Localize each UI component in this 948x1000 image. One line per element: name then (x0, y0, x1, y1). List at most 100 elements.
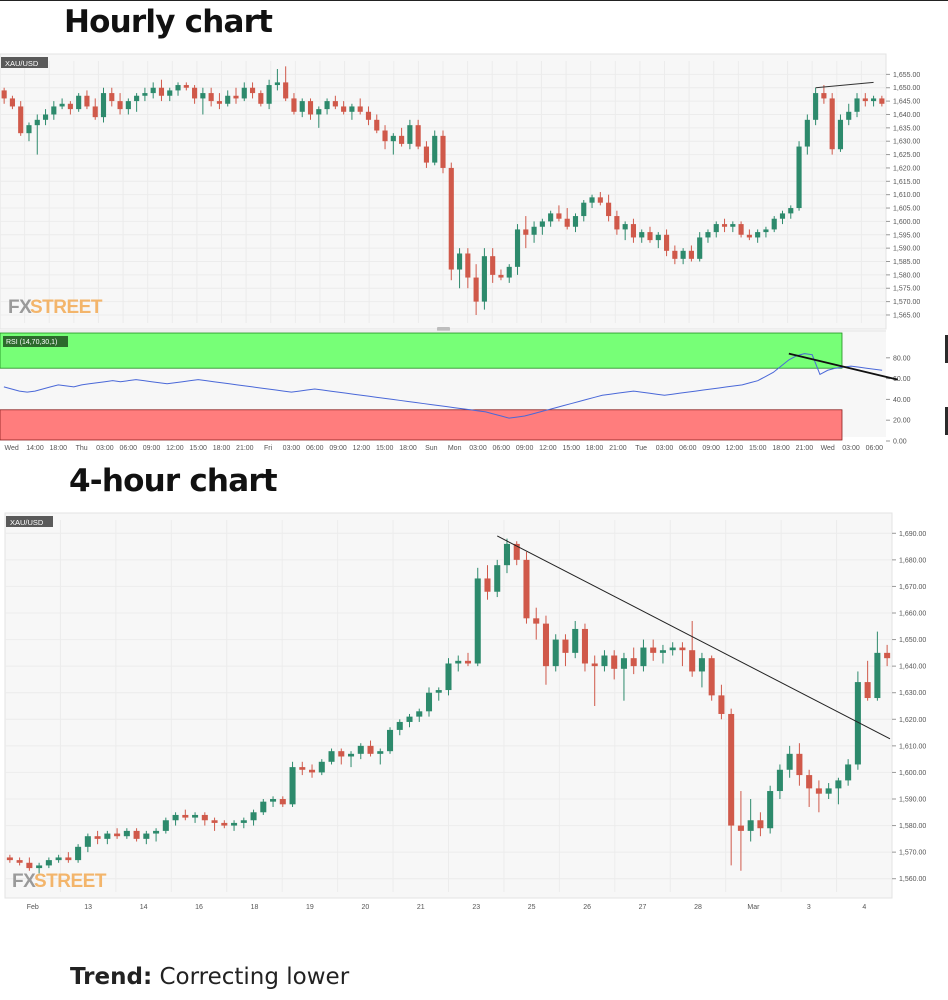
candle-up (84, 836, 91, 847)
x-tick-label: 23 (472, 904, 480, 911)
candle-down (490, 256, 496, 275)
candle-down (862, 98, 868, 102)
rsi-badge (3, 336, 68, 347)
x-tick-label: 06:00 (679, 445, 697, 452)
rsi-tick-label: 20.00 (893, 418, 911, 425)
x-tick-label: 03:00 (842, 445, 860, 452)
candle-up (845, 764, 852, 781)
candle-up (455, 660, 462, 664)
candle-up (104, 833, 111, 839)
candle-up (299, 101, 305, 112)
candle-down (806, 775, 813, 789)
candle-down (309, 769, 316, 773)
hourly-annotation-line (815, 81, 874, 89)
candle-down (183, 85, 189, 88)
y-tick-label: 1,625.00 (893, 152, 920, 159)
x-tick-label: 16 (195, 904, 203, 911)
candle-up (231, 822, 238, 826)
x-tick-label: 21:00 (609, 445, 627, 452)
candle-down (728, 713, 735, 826)
candle-down (117, 101, 123, 110)
candle-down (523, 229, 529, 235)
y-tick-label: 1,640.00 (893, 112, 920, 119)
candle-up (796, 146, 802, 209)
candle-down (216, 101, 222, 104)
x-tick-label: Wed (5, 445, 19, 452)
y-tick-label: 1,630.00 (899, 690, 926, 697)
candle-up (42, 114, 49, 120)
candle-up (659, 650, 666, 653)
four-hour-grid (5, 520, 892, 892)
four-hour-symbol-label: XAU/USD (10, 518, 44, 527)
candle-down (26, 862, 33, 869)
y-tick-label: 1,570.00 (899, 850, 926, 857)
four-hour-candles (6, 538, 891, 874)
rsi-value-axis: 0.00 20.00 40.00 60.00 80.00 (886, 355, 911, 446)
candle-up (697, 237, 703, 259)
hourly-symbol-label: XAU/USD (5, 59, 39, 68)
candle-down (279, 799, 286, 805)
candle-down (65, 857, 72, 861)
candle-up (55, 857, 62, 861)
candle-down (757, 820, 764, 829)
x-tick-label: 06:00 (119, 445, 137, 452)
x-tick-label: Mon (448, 445, 462, 452)
x-tick-label: Wed (821, 445, 835, 452)
candle-down (338, 751, 345, 757)
candle-up (250, 812, 257, 821)
rsi-tick-label: 40.00 (893, 397, 911, 404)
hourly-price-axis: 1,565.00 1,570.00 1,575.00 1,580.00 1,585.00… (886, 72, 920, 319)
candle-up (494, 565, 501, 592)
x-tick-label: 06:00 (866, 445, 884, 452)
x-tick-label: 18:00 (586, 445, 604, 452)
candle-up (572, 628, 579, 653)
candle-up (548, 213, 554, 222)
x-tick-label: 14:00 (26, 445, 44, 452)
panel-resize-handle[interactable] (437, 327, 450, 331)
candle-down (721, 224, 728, 227)
y-tick-label: 1,615.00 (893, 179, 920, 186)
candle-down (201, 814, 208, 821)
y-tick-label: 1,620.00 (893, 165, 920, 172)
candle-down (291, 98, 297, 112)
candle-up (813, 93, 819, 120)
x-tick-label: 03:00 (96, 445, 114, 452)
x-tick-label: 15:00 (749, 445, 767, 452)
candle-down (746, 234, 752, 238)
candle-down (647, 232, 653, 241)
candle-down (299, 767, 306, 770)
candle-down (114, 833, 121, 837)
candle-up (771, 218, 777, 230)
hourly-chart: 1,565.00 1,570.00 1,575.00 1,580.00 1,585.00… (0, 53, 948, 452)
candle-down (562, 639, 569, 653)
candle-down (533, 618, 540, 624)
candle-down (564, 218, 570, 227)
candle-up (26, 125, 32, 134)
candle-down (423, 146, 430, 163)
candle-up (274, 82, 280, 86)
candle-up (266, 85, 272, 104)
four-hour-time-axis: Feb 13 14 16 18 19 20 21 23 25 26 27 28 Mar 3 4 (27, 904, 867, 911)
y-tick-label: 1,645.00 (893, 99, 920, 106)
candle-down (513, 543, 520, 560)
x-tick-label: Fri (264, 445, 273, 452)
y-tick-label: 1,640.00 (899, 664, 926, 671)
candle-up (318, 761, 325, 773)
x-tick-label: 09:00 (329, 445, 347, 452)
candle-up (407, 125, 413, 144)
candle-down (664, 234, 670, 251)
candle-down (581, 628, 588, 664)
x-tick-label: 28 (694, 904, 702, 911)
candle-down (233, 95, 239, 99)
x-tick-label: 12:00 (166, 445, 184, 452)
x-tick-label: 03:00 (469, 445, 487, 452)
y-tick-label: 1,570.00 (893, 299, 920, 306)
fxstreet-logo-street-2: STREET (34, 871, 107, 892)
candle-down (84, 95, 90, 107)
candle-down (415, 125, 421, 147)
candle-down (249, 87, 256, 94)
candle-up (200, 93, 206, 99)
right-edge-marker-2 (945, 407, 948, 435)
y-tick-label: 1,620.00 (899, 717, 926, 724)
trend-line-text: Trend: Correcting lower (70, 964, 349, 990)
